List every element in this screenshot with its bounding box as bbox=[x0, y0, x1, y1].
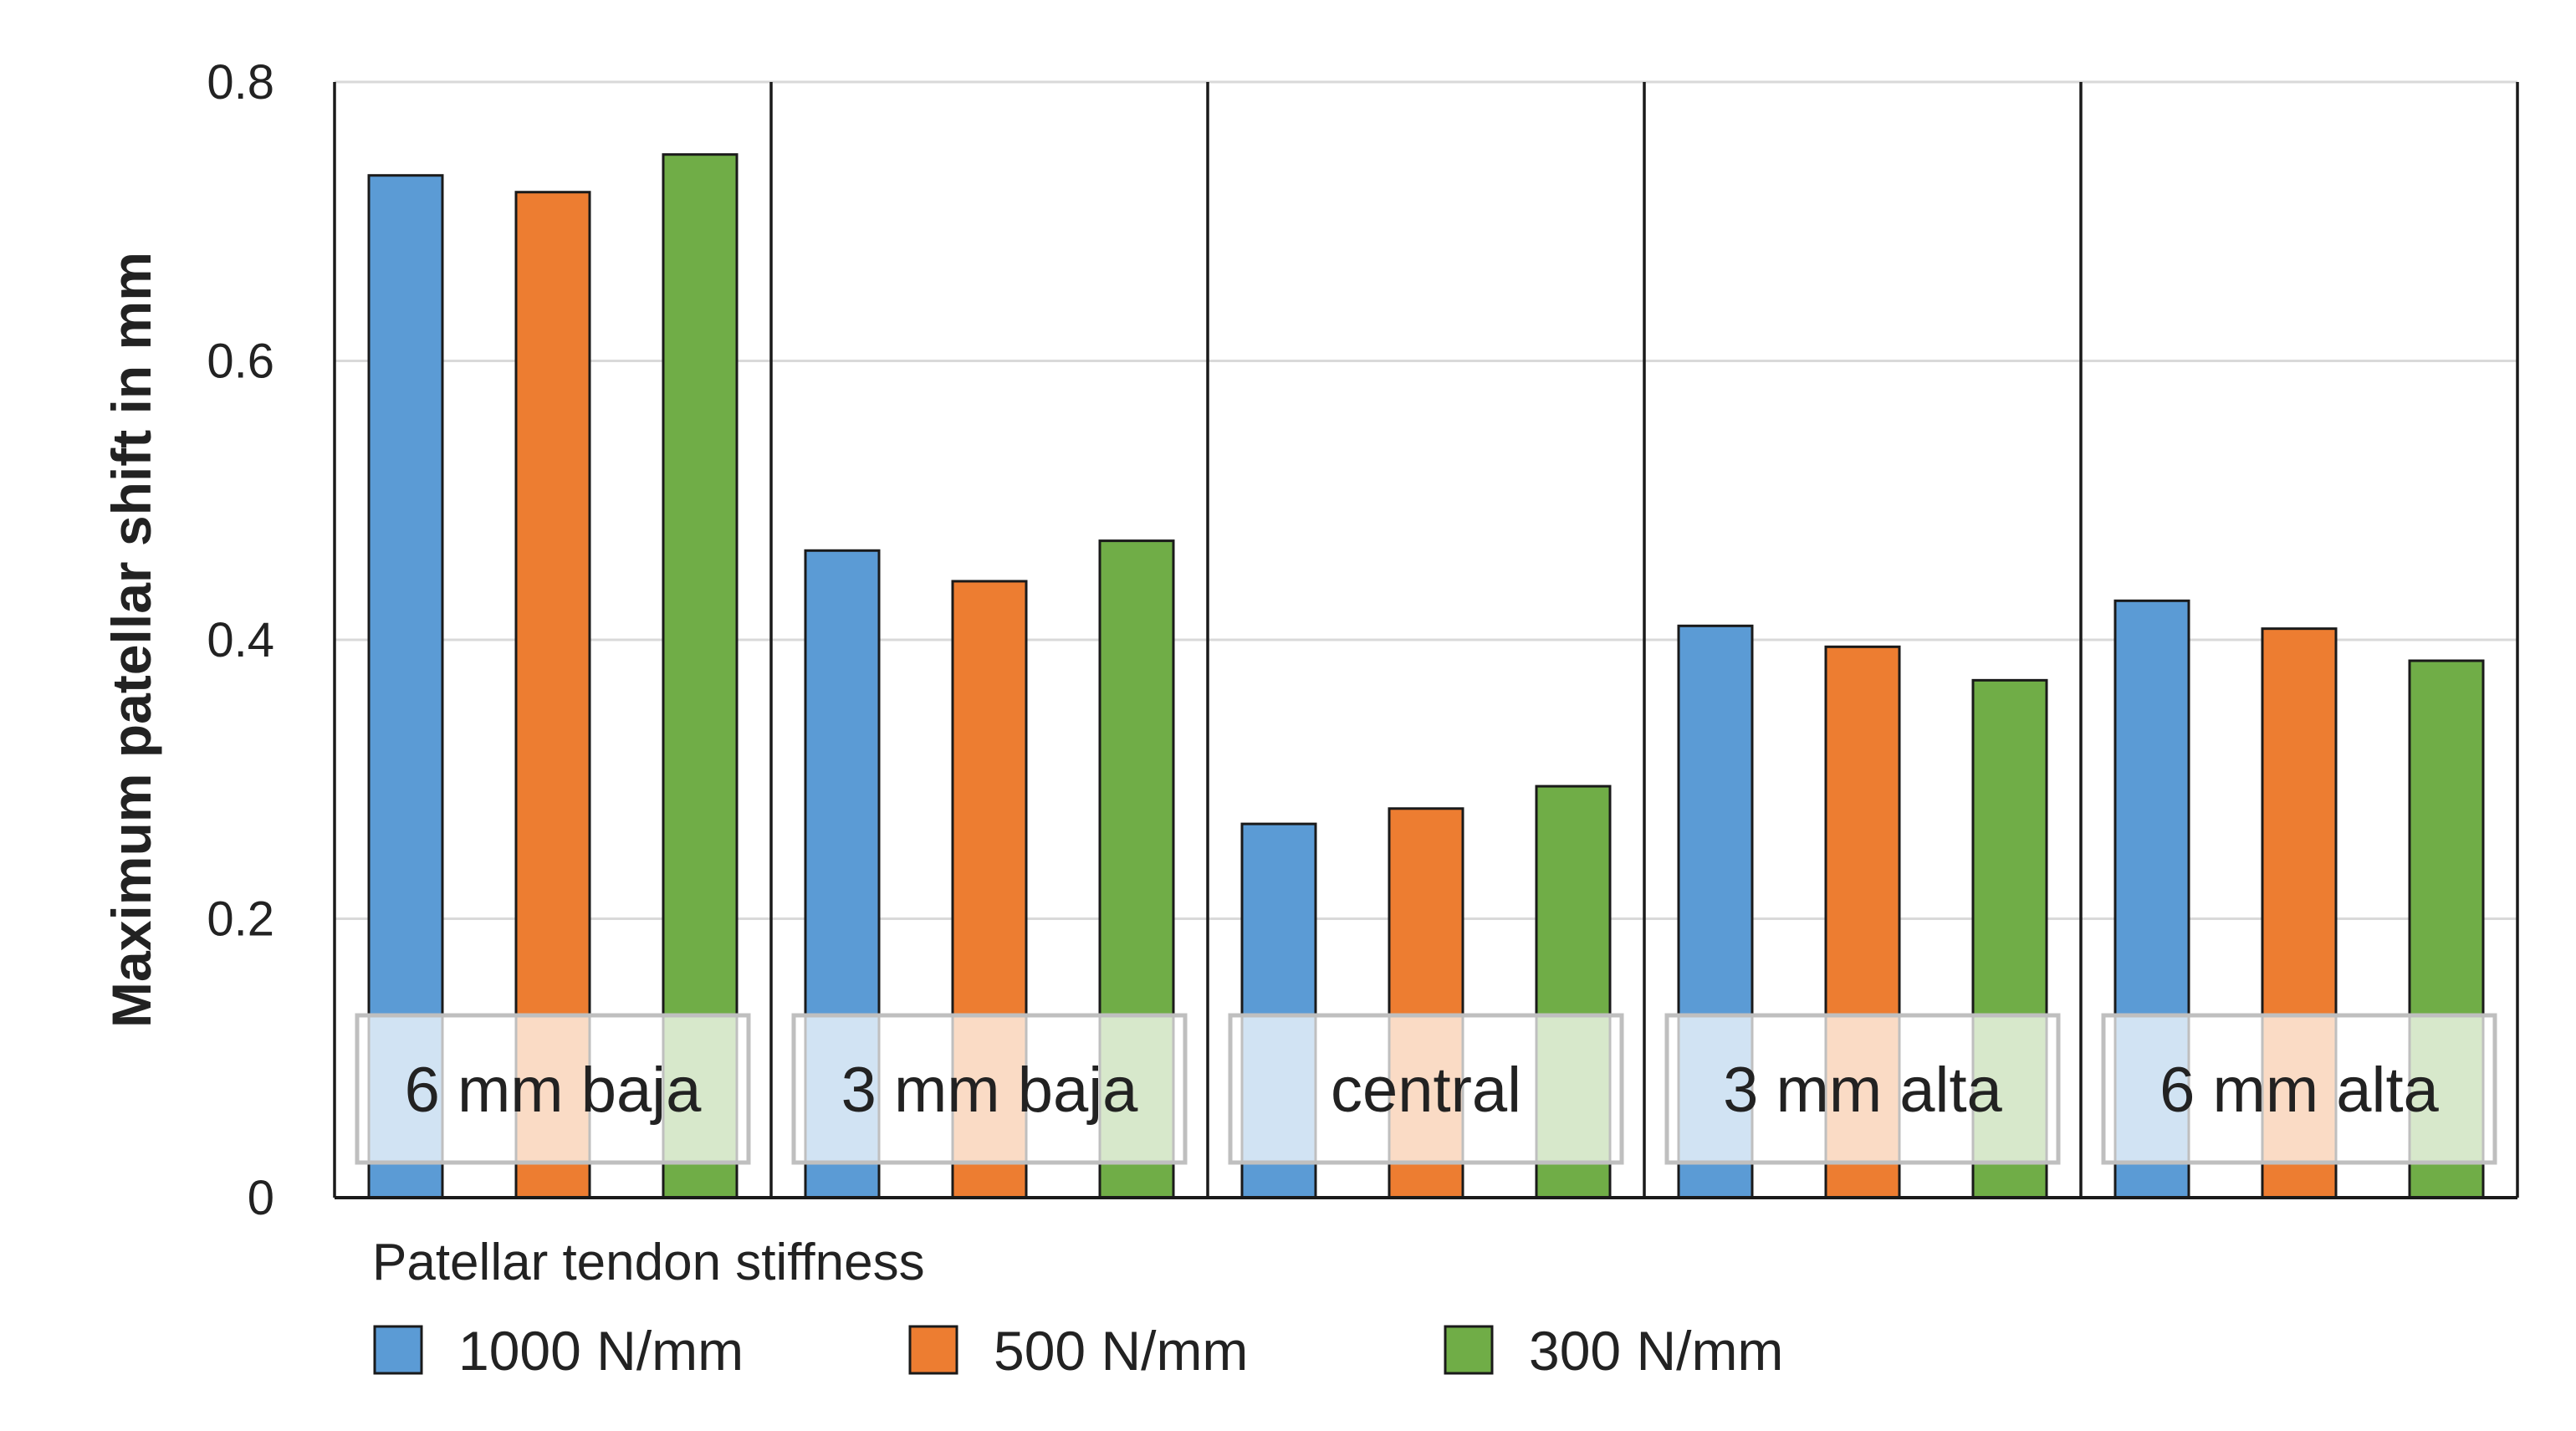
legend-label: 500 N/mm bbox=[994, 1320, 1248, 1382]
category-label: 6 mm baja bbox=[405, 1055, 703, 1126]
legend-swatch bbox=[1444, 1325, 1494, 1375]
category-label: 3 mm baja bbox=[841, 1055, 1139, 1126]
legend-swatch bbox=[373, 1325, 423, 1375]
y-tick-label: 0 bbox=[248, 1171, 274, 1225]
y-axis-label: Maximum patellar shift in mm bbox=[100, 252, 162, 1028]
category-label-box bbox=[1228, 1013, 1624, 1165]
category-label-box bbox=[791, 1013, 1188, 1165]
category-label-box bbox=[2101, 1013, 2497, 1165]
y-tick-label: 0.2 bbox=[207, 892, 274, 947]
category-label: 6 mm alta bbox=[2159, 1055, 2439, 1126]
y-tick-label: 0.8 bbox=[207, 55, 274, 110]
legend: Patellar tendon stiffness 1000 N/mm 500 N… bbox=[372, 1234, 1783, 1382]
y-tick-label: 0.4 bbox=[207, 613, 274, 667]
legend-swatch bbox=[908, 1325, 958, 1375]
category-label: central bbox=[1331, 1055, 1521, 1126]
category-label-box bbox=[355, 1013, 751, 1165]
legend-label: 300 N/mm bbox=[1529, 1320, 1783, 1382]
axes: 0 0.2 0.4 0.6 0.8 bbox=[207, 55, 2517, 1225]
legend-title: Patellar tendon stiffness bbox=[372, 1234, 925, 1291]
y-tick-label: 0.6 bbox=[207, 335, 274, 389]
category-labels: 6 mm baja 3 mm baja central 3 mm alta 6 mm a… bbox=[355, 1013, 2497, 1165]
legend-label: 1000 N/mm bbox=[458, 1320, 744, 1382]
category-label: 3 mm alta bbox=[1723, 1055, 2002, 1126]
category-label-box bbox=[1664, 1013, 2061, 1165]
group-dividers bbox=[333, 82, 2519, 1198]
